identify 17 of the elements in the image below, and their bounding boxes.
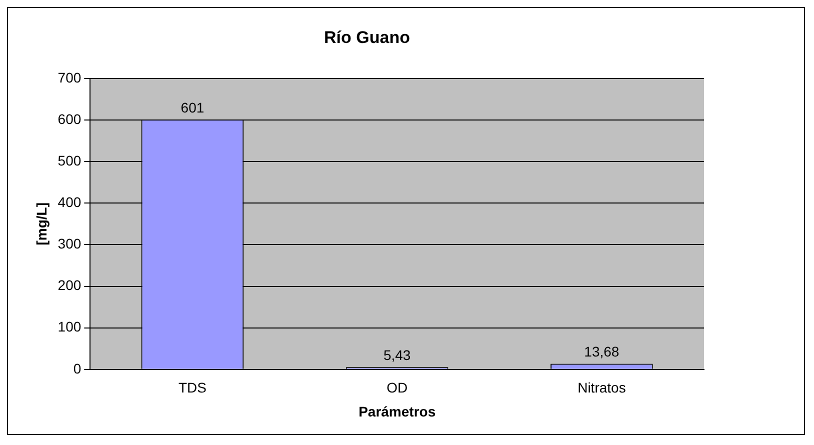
x-tick-label: TDS: [178, 380, 206, 396]
y-tick-label: 300: [58, 236, 82, 252]
chart-title: Río Guano: [324, 28, 410, 47]
y-tick-label: 400: [58, 194, 82, 210]
y-axis-title: [mg/L]: [33, 202, 50, 246]
data-label: 601: [180, 99, 204, 116]
data-label: 5,43: [383, 347, 411, 363]
y-tick-label: 100: [58, 318, 82, 335]
x-tick-label: Nitratos: [578, 380, 626, 396]
y-tick-label: 200: [58, 277, 82, 294]
data-label: 13,68: [584, 344, 620, 360]
y-tick-label: 600: [58, 110, 82, 127]
x-tick-label: OD: [386, 380, 408, 396]
y-tick-label: 0: [73, 360, 82, 376]
x-axis-title: Parámetros: [358, 403, 436, 420]
y-tick-label: 700: [58, 69, 82, 86]
y-tick-label: 500: [58, 152, 82, 168]
